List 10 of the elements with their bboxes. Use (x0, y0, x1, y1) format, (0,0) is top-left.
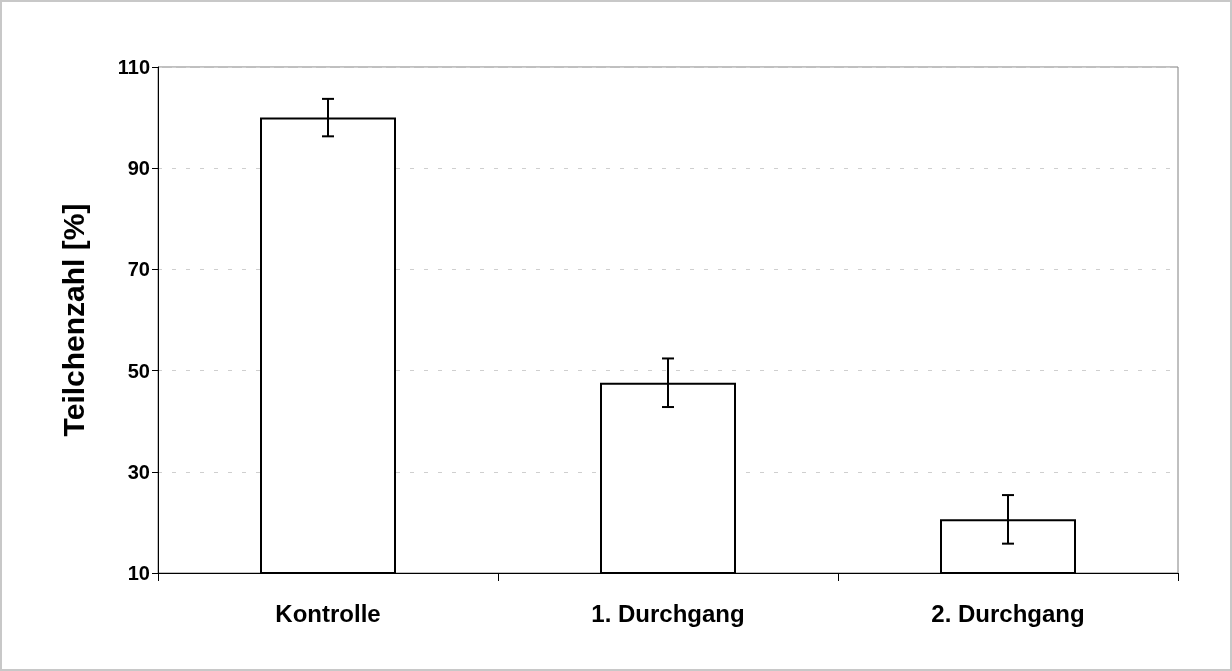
x-tick-label: 1. Durchgang (591, 599, 745, 627)
y-tick-label: 50 (127, 359, 150, 382)
y-tick-label: 30 (127, 460, 150, 483)
y-tick-label: 70 (127, 258, 150, 281)
y-tick-label: 110 (117, 56, 150, 78)
y-tick-label: 10 (127, 562, 150, 584)
y-tick-label: 90 (127, 157, 150, 180)
y-axis-title: Teilchenzahl [%] (56, 203, 90, 437)
x-tick-label: 2. Durchgang (931, 599, 1085, 627)
x-tick-label: Kontrolle (275, 599, 381, 627)
